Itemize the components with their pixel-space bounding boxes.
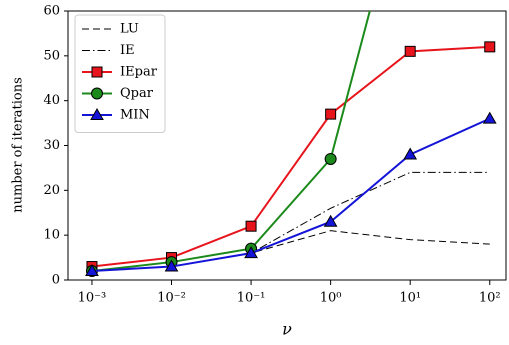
- x-tick-label: 10⁻²: [157, 291, 186, 306]
- y-tick-label: 30: [43, 138, 60, 153]
- marker: [85, 264, 99, 277]
- legend-label: MIN: [120, 108, 150, 123]
- y-tick-label: 0: [52, 273, 60, 288]
- x-tick-label: 10⁻¹: [237, 291, 266, 306]
- series-line: [91, 171, 490, 272]
- x-tick-label: 10¹: [399, 291, 421, 306]
- legend-marker: [90, 107, 104, 120]
- x-tick-label: 10⁻³: [78, 291, 107, 306]
- legend-marker: [91, 87, 103, 100]
- x-tick-label: 10²: [479, 291, 501, 306]
- legend-box: [74, 14, 166, 133]
- marker: [404, 45, 416, 57]
- y-axis-label: number of iterations: [11, 77, 26, 213]
- legend-label: Qpar: [120, 86, 154, 101]
- plot-area: [85, 11, 497, 278]
- y-tick-label: 20: [43, 183, 60, 198]
- y-tick-label: 50: [43, 48, 60, 63]
- marker: [482, 111, 497, 124]
- marker: [325, 108, 337, 120]
- legend: LU IE IEpar Qpar MIN: [74, 14, 166, 133]
- legend-label: IEpar: [120, 65, 158, 80]
- marker: [403, 147, 418, 160]
- marker: [324, 152, 337, 165]
- x-axis-label: ν: [282, 320, 292, 339]
- marker: [323, 214, 338, 227]
- legend-label: IE: [120, 43, 135, 58]
- y-tick-label: 40: [43, 93, 60, 108]
- marker: [244, 246, 258, 259]
- y-tick-label: 10: [43, 228, 60, 243]
- x-tick-label: 10⁰: [320, 291, 342, 306]
- y-tick-label: 60: [43, 4, 60, 19]
- legend-marker: [91, 66, 103, 78]
- marker: [245, 220, 257, 232]
- marker: [484, 41, 496, 53]
- legend-label: LU: [120, 22, 139, 37]
- series-line: [91, 117, 491, 273]
- series-line: [91, 45, 490, 268]
- marker: [164, 259, 179, 272]
